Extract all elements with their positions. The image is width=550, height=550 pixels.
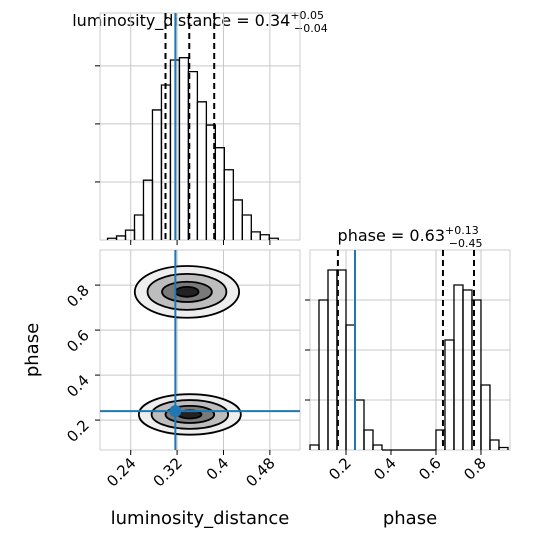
title-lower: −0.04 (294, 22, 328, 35)
histogram-bin (372, 444, 383, 450)
histogram-bin (444, 339, 455, 450)
histogram-bin (268, 237, 279, 240)
histogram-bin (115, 235, 127, 240)
y-axis-label: phase (22, 323, 43, 377)
histogram-bin (151, 109, 163, 240)
panel-title: luminosity_distance = 0.34+0.05 −0.04 (72, 9, 328, 35)
histogram-bin (453, 284, 464, 450)
histogram-bin (318, 299, 329, 450)
histogram-bin (363, 429, 374, 450)
histogram-bin (480, 384, 491, 450)
histogram-bin (462, 289, 473, 450)
title-upper: +0.05 (290, 9, 324, 22)
y-tick-label: 0.4 (63, 371, 93, 401)
x-axis-label: luminosity_distance (111, 508, 290, 529)
title-text: phase = 0.63 (338, 226, 445, 245)
x-tick-label: 0.24 (103, 454, 139, 490)
title-lower: −0.45 (449, 237, 483, 250)
histogram-bin (354, 399, 365, 450)
truth-point (169, 405, 182, 418)
x-tick-label: 0.4 (203, 454, 233, 484)
histogram-bin (142, 179, 154, 240)
histogram-bin (232, 199, 243, 240)
panel-frame (99, 12, 301, 241)
x-axis-label: phase (383, 508, 437, 529)
histogram-bin (124, 229, 136, 240)
contour-level (174, 285, 200, 298)
histogram-bin (309, 444, 320, 450)
histogram-bin (250, 231, 261, 240)
histogram-bin (489, 439, 500, 450)
histogram-bin (133, 214, 145, 240)
histogram-bin (498, 446, 509, 450)
histogram-bin (327, 269, 338, 450)
title-upper: +0.13 (445, 224, 479, 237)
histogram-bin (178, 57, 190, 240)
x-tick-label: 0.6 (415, 454, 445, 484)
x-tick-label: 0.2 (325, 454, 355, 484)
x-tick-label: 0.8 (460, 454, 490, 484)
y-tick-label: 0.8 (63, 281, 93, 311)
x-tick-label: 0.32 (150, 454, 186, 490)
title-text: luminosity_distance = 0.34 (72, 11, 290, 31)
histogram-bin (205, 124, 217, 240)
histogram-bin (259, 234, 270, 240)
y-tick-label: 0.6 (63, 326, 93, 356)
x-tick-label: 0.48 (242, 454, 278, 490)
panel-frame (99, 249, 301, 451)
histogram-bin (223, 169, 234, 240)
histogram-bin (196, 101, 208, 240)
y-tick-label: 0.2 (63, 416, 93, 446)
histogram-bin (241, 214, 252, 240)
histogram-bin (471, 299, 482, 450)
panel-title: phase = 0.63+0.13 −0.45 (338, 224, 483, 250)
histogram-bin (345, 324, 356, 450)
x-tick-label: 0.4 (370, 454, 400, 484)
